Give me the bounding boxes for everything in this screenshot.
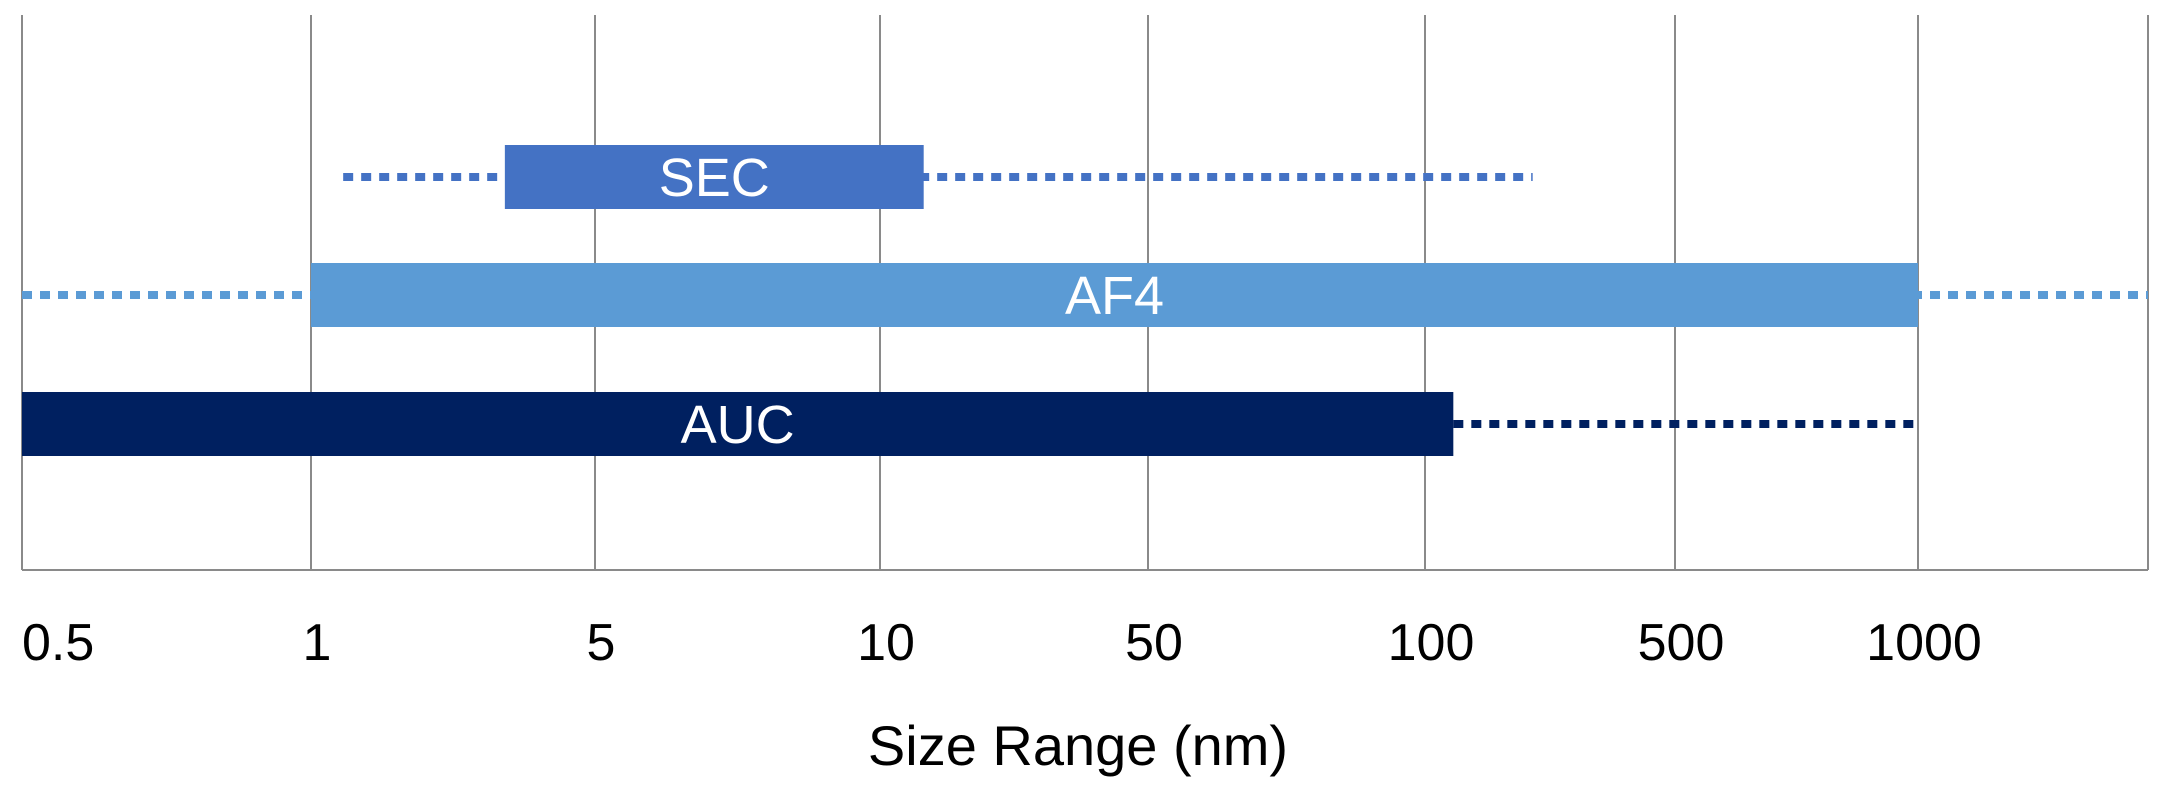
x-axis-title: Size Range (nm)	[868, 714, 1288, 777]
x-tick-label: 100	[1388, 614, 1475, 672]
auc-bar-label: AUC	[681, 395, 795, 455]
x-tick-label: 1000	[1866, 614, 1982, 672]
x-tick-label: 50	[1125, 614, 1183, 672]
sec-bar-label: SEC	[659, 148, 770, 208]
x-tick-label: 1	[303, 614, 332, 672]
auc-solid-bar	[22, 392, 1454, 456]
x-tick-label: 10	[857, 614, 915, 672]
range-bars: SEC AF4 AUC	[22, 145, 2148, 456]
x-tick-label: 5	[587, 614, 616, 672]
x-tick-labels: 0.5 1 5 10 50 100 500 1000	[22, 614, 1982, 672]
sec-solid-bar	[504, 145, 924, 209]
x-tick-label: 0.5	[22, 614, 94, 672]
x-tick-label: 500	[1638, 614, 1725, 672]
af4-bar-label: AF4	[1065, 266, 1164, 326]
af4-solid-bar	[311, 263, 1918, 327]
